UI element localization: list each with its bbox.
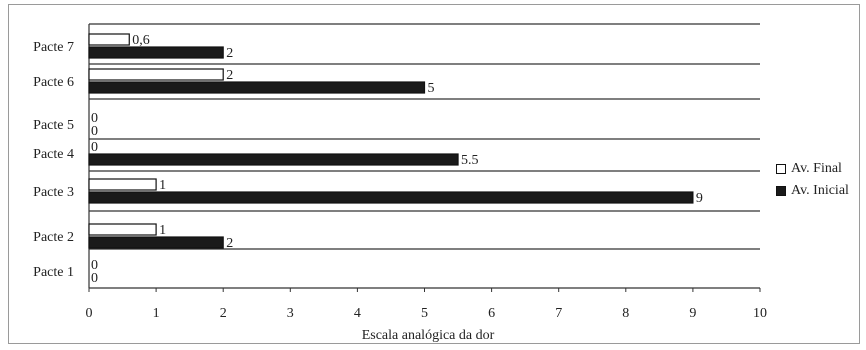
x-tick-label-2: 2 — [220, 306, 227, 321]
data-label-final-pacte-6: 2 — [226, 68, 233, 83]
legend-item-inicial: Av. Inicial — [776, 180, 849, 202]
x-tick-label-7: 7 — [555, 306, 562, 321]
bar-inicial-pacte-7 — [88, 46, 224, 59]
x-tick-label-8: 8 — [622, 306, 629, 321]
x-axis-label: Escala analógica da dor — [361, 328, 495, 343]
bar-final-pacte-2 — [88, 223, 157, 236]
data-label-inicial-pacte-3: 9 — [696, 191, 703, 206]
legend-label-inicial: Av. Inicial — [791, 183, 849, 198]
data-label-final-pacte-4: 0 — [91, 140, 98, 155]
bar-inicial-pacte-6 — [88, 81, 426, 94]
chart-frame — [8, 4, 860, 344]
legend-label-final: Av. Final — [791, 161, 842, 176]
x-tick-label-1: 1 — [153, 306, 160, 321]
category-label-1: Pacte 1 — [33, 265, 74, 280]
data-label-inicial-pacte-4: 5.5 — [461, 153, 479, 168]
x-tick-label-0: 0 — [86, 306, 93, 321]
data-label-inicial-pacte-7: 2 — [226, 46, 233, 61]
data-label-inicial-pacte-2: 2 — [226, 236, 233, 251]
bar-inicial-pacte-3 — [88, 191, 694, 204]
x-tick-label-6: 6 — [488, 306, 495, 321]
data-label-final-pacte-2: 1 — [159, 223, 166, 238]
x-tick-label-4: 4 — [354, 306, 361, 321]
bar-inicial-pacte-4 — [88, 153, 459, 166]
category-label-7: Pacte 7 — [33, 40, 74, 55]
data-label-inicial-pacte-1: 0 — [91, 271, 98, 286]
data-label-inicial-pacte-5: 0 — [91, 124, 98, 139]
category-label-5: Pacte 5 — [33, 118, 74, 133]
category-label-6: Pacte 6 — [33, 75, 74, 90]
data-label-final-pacte-7: 0,6 — [132, 33, 150, 48]
bar-inicial-pacte-2 — [88, 236, 224, 249]
x-tick-label-5: 5 — [421, 306, 428, 321]
bar-final-pacte-7 — [88, 33, 130, 46]
bar-final-pacte-3 — [88, 178, 157, 191]
legend-swatch-inicial — [776, 186, 786, 196]
category-label-3: Pacte 3 — [33, 185, 74, 200]
x-tick-label-10: 10 — [753, 306, 767, 321]
x-tick-label-3: 3 — [287, 306, 294, 321]
data-label-inicial-pacte-6: 5 — [428, 81, 435, 96]
category-label-4: Pacte 4 — [33, 147, 74, 162]
data-label-final-pacte-1: 0 — [91, 258, 98, 273]
data-label-final-pacte-5: 0 — [91, 111, 98, 126]
bar-final-pacte-6 — [88, 68, 224, 81]
x-tick-label-9: 9 — [689, 306, 696, 321]
legend-swatch-final — [776, 164, 786, 174]
legend-item-final: Av. Final — [776, 158, 849, 180]
category-label-2: Pacte 2 — [33, 230, 74, 245]
legend: Av. Final Av. Inicial — [776, 158, 849, 202]
data-label-final-pacte-3: 1 — [159, 178, 166, 193]
